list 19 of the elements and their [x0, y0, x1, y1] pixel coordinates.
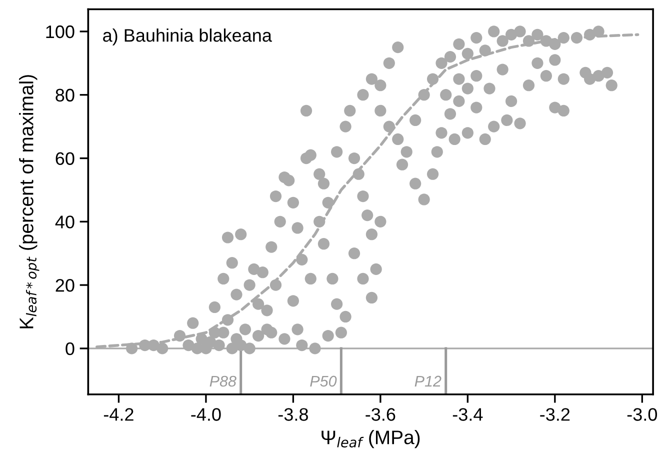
- y-tick-label: 40: [55, 216, 74, 228]
- x-tick-label: -3.6: [366, 408, 396, 421]
- x-tick-label: -4.0: [191, 408, 221, 421]
- y-tick-label: 100: [46, 25, 74, 38]
- y-tick-label: 80: [56, 88, 74, 102]
- ref-line-label: P88: [210, 376, 236, 387]
- x-tick-label: -4.2: [104, 408, 134, 421]
- text: a) Bauhinia blakeana: [103, 28, 272, 46]
- x-axis-title: Ψ$_{leaf}$ (MPa): [322, 430, 420, 448]
- x-tick-label: -3.4: [452, 408, 483, 421]
- y-tick-label: 20: [56, 278, 74, 292]
- x-tick-label: -3.2: [540, 408, 570, 421]
- ref-line-label: P50: [310, 376, 337, 387]
- y-tick-label: 0: [66, 342, 74, 356]
- ref-line-label: P12: [414, 376, 442, 386]
- x-tick-label: -3.0: [627, 408, 657, 421]
- y-axis-title: K$_{leaf*opt}$ (percent of maximal): [19, 75, 40, 328]
- y-tick-label: 60: [56, 152, 74, 165]
- x-tick-label: -3.8: [278, 408, 308, 421]
